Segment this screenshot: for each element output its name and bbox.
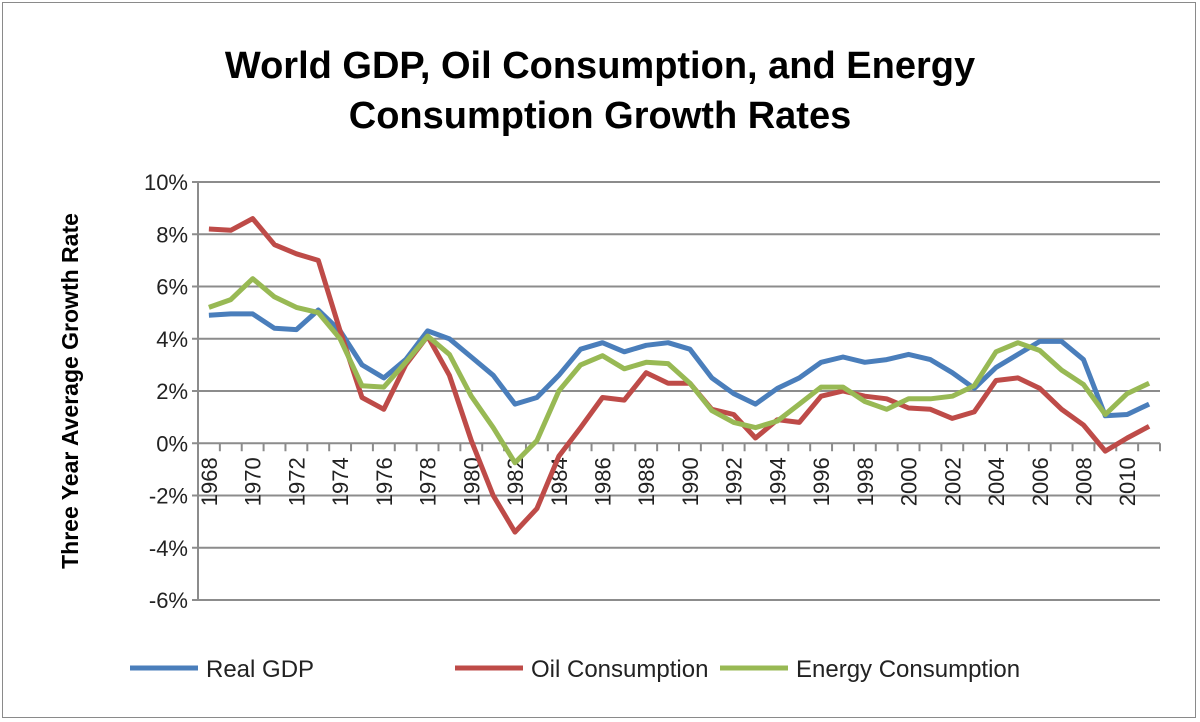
y-tick-label: 8%	[156, 222, 188, 247]
y-axis-label: Three Year Average Growth Rate	[57, 213, 83, 569]
x-tick-label: 1986	[590, 457, 615, 506]
x-tick-label: 1976	[372, 457, 397, 506]
y-tick-label: 4%	[156, 327, 188, 352]
chart-title-line-2: Consumption Growth Rates	[349, 95, 851, 137]
legend-label: Oil Consumption	[531, 656, 708, 683]
x-tick-label: 2010	[1115, 457, 1140, 506]
x-tick-label: 1992	[722, 457, 747, 506]
x-tick-label: 1988	[634, 457, 659, 506]
x-tick-label: 1984	[547, 457, 572, 506]
y-tick-label: -2%	[149, 484, 188, 509]
y-tick-label: 10%	[144, 170, 188, 195]
x-tick-label: 2004	[984, 457, 1009, 506]
x-tick-label: 2002	[940, 457, 965, 506]
legend-label: Real GDP	[206, 656, 314, 683]
x-tick-label: 1990	[678, 457, 703, 506]
x-tick-label: 1970	[241, 457, 266, 506]
y-tick-label: 0%	[156, 431, 188, 456]
x-tick-label: 1994	[765, 457, 790, 506]
y-tick-label: 6%	[156, 275, 188, 300]
legend-label: Energy Consumption	[796, 656, 1020, 683]
series-line-energy-consumption	[208, 276, 1151, 466]
x-tick-label: 1972	[284, 457, 309, 506]
y-tick-label: -4%	[149, 536, 188, 561]
x-tick-label: 1996	[809, 457, 834, 506]
legend: Real GDP Oil Consumption Energy Consumptio…	[130, 656, 1020, 683]
series-line-real-gdp	[208, 307, 1151, 419]
gridlines	[197, 181, 1160, 601]
x-tick-label: 1998	[853, 457, 878, 506]
x-tick-label: 2008	[1071, 457, 1096, 506]
x-axis: 1968 1970 1972 1974 1976 1978 1980 1982 1984 1986…	[197, 443, 1161, 506]
series-lines	[208, 216, 1151, 535]
y-tick-label: 2%	[156, 379, 188, 404]
x-tick-label: 2000	[897, 457, 922, 506]
x-tick-label: 1974	[328, 457, 353, 506]
x-tick-label: 2006	[1028, 457, 1053, 506]
chart-title-line-1: World GDP, Oil Consumption, and Energy	[225, 45, 975, 87]
x-tick-label: 1978	[416, 457, 441, 506]
x-tick-label: 1968	[197, 457, 222, 506]
x-tick-label: 1982	[503, 457, 528, 506]
y-axis-ticks: -6% -4% -2% 0% 2% 4% 6% 8% 10%	[144, 170, 198, 613]
y-tick-label: -6%	[149, 588, 188, 613]
series-line-oil-consumption	[208, 216, 1151, 535]
